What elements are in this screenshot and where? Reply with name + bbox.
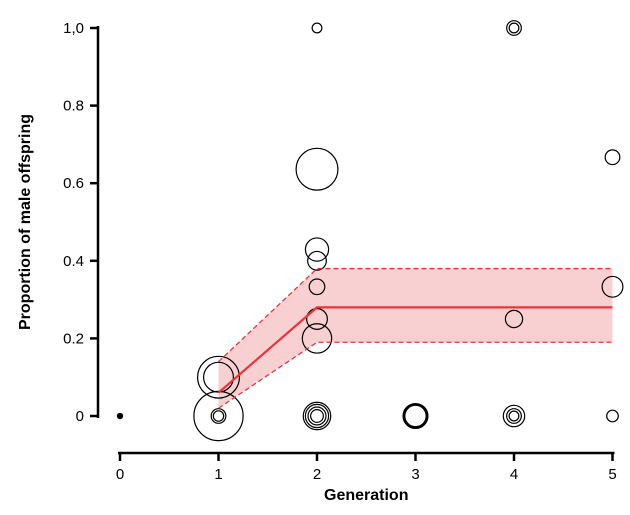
x-tick-label: 3 [411,466,419,483]
data-point-bubble [508,410,520,422]
data-point-bubble [506,408,522,424]
data-point-bubble [307,406,327,426]
x-tick-label: 4 [510,466,518,483]
tick-layer: 0 1 2 3 4 5 0 0.2 0.4 0.6 0.8 1,0 [63,20,617,483]
y-tick-label: 0.2 [63,330,84,347]
data-point-bubble [604,149,621,166]
data-point-bubble [116,412,124,420]
y-tick-label: 0.6 [63,175,84,192]
data-point-bubble [502,404,526,428]
data-point-bubble [402,402,429,430]
confidence-band-layer [218,268,613,409]
data-point-bubble [308,278,326,296]
confidence-band [218,268,613,409]
y-tick-label: 0.4 [63,253,84,270]
data-point-bubble [506,20,522,36]
data-point-bubble [508,22,520,34]
y-tick-label: 0 [76,408,84,425]
data-point-bubble [404,404,427,428]
data-point-bubble [212,410,225,422]
data-point-bubble [504,309,524,329]
axes-layer [96,26,615,455]
x-tick-label: 2 [313,466,321,483]
data-point-bubble [304,403,330,429]
data-point-bubble [210,408,227,424]
data-point-bubble [311,22,323,34]
lower-ci-line [218,341,613,409]
data-point-bubble [304,237,330,262]
x-tick-label: 0 [116,466,124,483]
fit-line [217,306,613,394]
data-point-bubble [403,403,428,429]
upper-ci-line [218,267,613,363]
x-tick-label: 1 [214,466,222,483]
data-point-bubble [301,323,333,354]
data-point-bubble [196,355,241,399]
y-tick-label: 1,0 [63,20,84,37]
data-point-bubble [302,401,332,431]
data-point-bubble [295,147,339,191]
data-point-bubble [606,409,619,423]
fit-line-layer [217,267,613,409]
y-axis-title: Proportion of male offspring [17,114,34,330]
y-tick-label: 0.8 [63,98,84,115]
data-point-bubble [310,409,324,423]
data-points-layer [116,20,624,442]
data-point-bubble [307,250,327,271]
x-tick-label: 5 [608,466,616,483]
data-point-bubble [601,275,624,298]
x-axis-title: Generation [324,487,408,504]
